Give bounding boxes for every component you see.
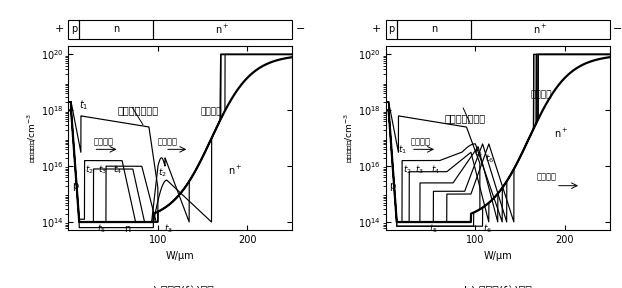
Text: p: p xyxy=(72,181,78,191)
Text: −: − xyxy=(295,24,305,35)
Y-axis label: 載流子濃度/cm$^{-3}$: 載流子濃度/cm$^{-3}$ xyxy=(26,113,38,163)
Bar xyxy=(397,20,471,39)
Text: $t_6$: $t_6$ xyxy=(483,223,492,235)
Text: n: n xyxy=(430,24,437,35)
Text: $t_4$: $t_4$ xyxy=(113,163,123,176)
X-axis label: W/μm: W/μm xyxy=(483,251,512,261)
Text: $t_3$: $t_3$ xyxy=(415,163,424,176)
Text: 電子電流: 電子電流 xyxy=(536,172,556,181)
Text: −: − xyxy=(613,24,622,35)
Text: n$^+$: n$^+$ xyxy=(228,164,242,177)
Text: p: p xyxy=(389,181,396,191)
Text: $t_1$: $t_1$ xyxy=(79,98,88,112)
Text: b) 軟恢復(fù)過程: b) 軟恢復(fù)過程 xyxy=(464,286,532,288)
Text: 載流子濃度高峰: 載流子濃度高峰 xyxy=(444,113,485,124)
Text: $t_5$: $t_5$ xyxy=(473,146,483,159)
Text: n$^+$: n$^+$ xyxy=(215,23,230,36)
Text: $t_2$: $t_2$ xyxy=(158,167,167,179)
Text: 空穴電流: 空穴電流 xyxy=(411,137,431,146)
Text: p: p xyxy=(388,24,394,35)
Text: $t_5$: $t_5$ xyxy=(429,223,438,235)
Text: n$^+$: n$^+$ xyxy=(554,127,569,140)
Bar xyxy=(471,20,610,39)
Text: +: + xyxy=(55,24,64,35)
Text: 電子電流: 電子電流 xyxy=(158,137,178,146)
Bar xyxy=(386,20,397,39)
Text: 空穴電流: 空穴電流 xyxy=(93,137,113,146)
Bar xyxy=(79,20,154,39)
Text: 載流子濃度高峰: 載流子濃度高峰 xyxy=(118,105,159,115)
Bar xyxy=(68,20,79,39)
Text: $t_3$: $t_3$ xyxy=(164,223,173,235)
Text: $t_5$: $t_5$ xyxy=(97,223,106,235)
Text: n: n xyxy=(124,224,130,234)
Text: $t_2$: $t_2$ xyxy=(403,163,412,176)
Text: 摻雜濃度: 摻雜濃度 xyxy=(201,108,222,117)
Text: a) 硬恢復(fù)過程: a) 硬恢復(fù)過程 xyxy=(146,286,214,288)
Text: p: p xyxy=(71,24,77,35)
Text: $t_1$: $t_1$ xyxy=(397,144,407,156)
Text: n: n xyxy=(113,24,119,35)
Y-axis label: 載流子濃度/cm$^{-3}$: 載流子濃度/cm$^{-3}$ xyxy=(343,113,356,163)
Text: $t_2$: $t_2$ xyxy=(85,163,95,176)
Text: +: + xyxy=(372,24,381,35)
Text: $t_4$: $t_4$ xyxy=(430,163,440,176)
Text: n$^+$: n$^+$ xyxy=(533,23,547,36)
Text: $t_6$: $t_6$ xyxy=(485,152,494,165)
X-axis label: W/μm: W/μm xyxy=(166,251,195,261)
Bar xyxy=(154,20,292,39)
Text: 摻雜濃度: 摻雜濃度 xyxy=(531,90,552,99)
Text: $t_3$: $t_3$ xyxy=(98,163,107,176)
